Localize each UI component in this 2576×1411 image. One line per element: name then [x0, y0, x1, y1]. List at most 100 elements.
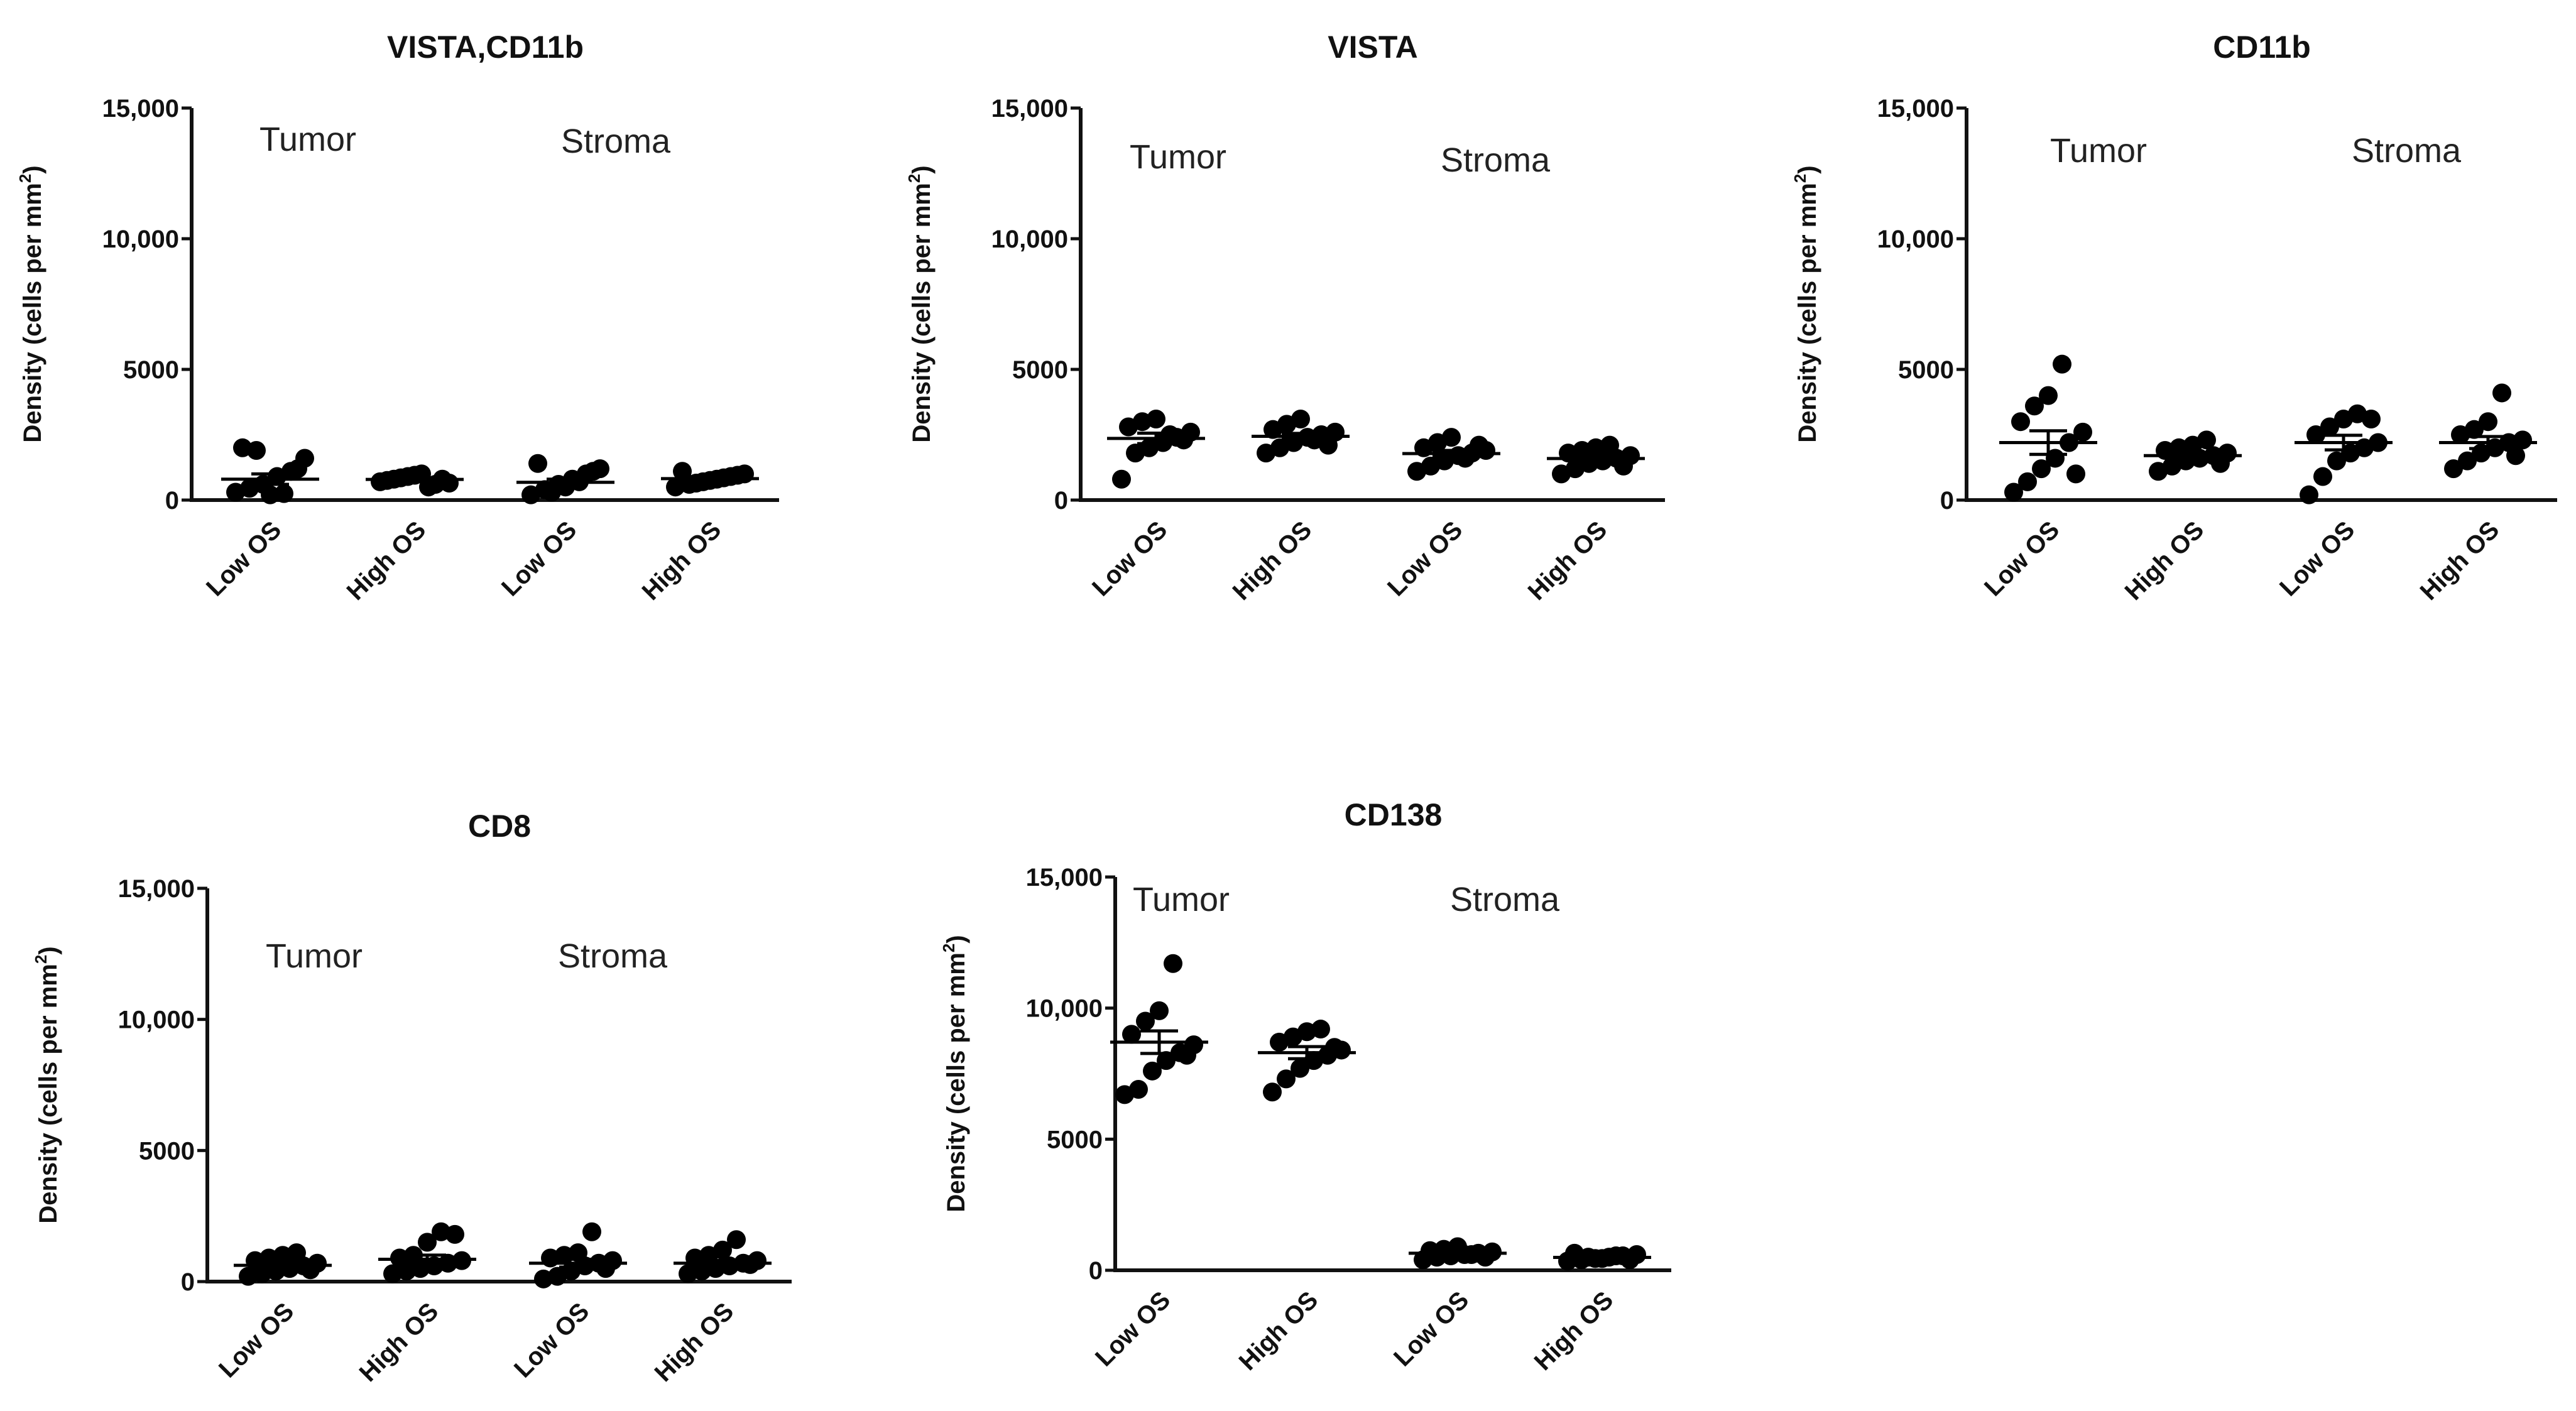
- data-point: [1291, 1059, 1309, 1078]
- y-axis-label-superscript: 2: [905, 174, 924, 183]
- group-2: [1409, 1237, 1507, 1270]
- y-axis-label: Density (cells per mm2): [1791, 165, 1821, 442]
- group-0: [221, 438, 319, 504]
- y-tick-label: 5000: [1047, 1126, 1103, 1153]
- y-axis-label: Density (cells per mm2): [939, 935, 970, 1212]
- group-0: [1110, 954, 1208, 1104]
- data-point: [1122, 1025, 1141, 1044]
- y-axis-label-text: Density (cells per mm: [1794, 183, 1821, 443]
- y-axis-label: Density (cells per mm2): [31, 946, 62, 1223]
- x-tick-label: Low OS: [1090, 1286, 1176, 1371]
- data-point: [728, 466, 747, 485]
- data-point: [2320, 417, 2339, 437]
- y-axis-label-close: ): [19, 165, 46, 173]
- data-point: [1147, 410, 1165, 429]
- group-3: [1553, 1243, 1651, 1271]
- y-tick-label: 10,000: [991, 226, 1068, 253]
- x-tick-label: High OS: [342, 516, 432, 606]
- y-tick-label: 10,000: [1877, 226, 1954, 253]
- chart-panel-cd11b: CD11b 0 5000 10,000 15,000 Density (cells per…: [1791, 30, 2557, 606]
- data-point: [261, 485, 280, 504]
- group-3: [1547, 435, 1645, 484]
- y-tick-label: 0: [1054, 487, 1068, 515]
- y-axis-label-close: ): [1794, 165, 1821, 173]
- data-point: [2073, 422, 2092, 442]
- y-axis-label-text: Density (cells per mm: [942, 952, 970, 1212]
- y-axis-label-close: ): [942, 935, 970, 943]
- group-1: [1258, 1020, 1356, 1102]
- data-point: [2306, 425, 2325, 444]
- data-point: [1311, 1020, 1330, 1039]
- data-point: [713, 1240, 732, 1260]
- data-point: [2479, 412, 2497, 432]
- group-3: [661, 462, 759, 497]
- group-2: [516, 454, 614, 504]
- y-axis-label-superscript: 2: [16, 174, 35, 183]
- group-1: [378, 1222, 476, 1283]
- x-tick-label: High OS: [2415, 516, 2505, 606]
- y-axis-label-close: ): [908, 165, 936, 173]
- data-point: [1136, 1011, 1155, 1031]
- y-axis-label-superscript: 2: [1791, 174, 1809, 183]
- group-3: [674, 1230, 772, 1283]
- x-tick-label: Low OS: [496, 516, 582, 601]
- data-point: [1470, 435, 1488, 455]
- y-tick-label: 10,000: [102, 226, 179, 253]
- data-point: [2011, 412, 2030, 432]
- data-point: [1319, 435, 1338, 455]
- y-tick-label: 0: [1089, 1257, 1103, 1285]
- chart-panel-cd8: CD8 0 5000 10,000 15,000 Density (cells per m…: [31, 809, 792, 1387]
- data-point: [2492, 383, 2511, 403]
- x-tick-label: Low OS: [1382, 516, 1468, 601]
- data-point: [1476, 1248, 1495, 1267]
- data-point: [673, 462, 692, 481]
- data-point: [584, 462, 603, 481]
- group-1: [2144, 430, 2242, 481]
- data-point: [1164, 954, 1182, 973]
- data-point: [445, 1224, 464, 1244]
- data-point: [2066, 464, 2085, 484]
- x-tick-label: High OS: [1234, 1286, 1324, 1376]
- data-point: [2362, 410, 2381, 429]
- x-tick-label: Low OS: [1979, 516, 2065, 601]
- data-point: [2465, 420, 2484, 439]
- data-point: [287, 1243, 306, 1263]
- data-point: [2506, 446, 2525, 466]
- data-point: [1277, 1069, 1296, 1089]
- y-tick-label: 10,000: [118, 1006, 195, 1034]
- data-point: [2197, 430, 2216, 450]
- group-0: [1999, 354, 2097, 502]
- y-axis-label-superscript: 2: [939, 944, 958, 952]
- group-0: [1107, 410, 1205, 489]
- group-3: [2439, 383, 2537, 479]
- chart-panel-vista: VISTA 0 5000 10,000 15,000 Density (cells per…: [905, 30, 1665, 606]
- y-tick-label: 15,000: [1877, 95, 1954, 123]
- y-tick-label: 0: [165, 487, 179, 515]
- data-point: [288, 459, 307, 479]
- x-tick-label: High OS: [650, 1297, 740, 1387]
- data-point: [2039, 386, 2058, 405]
- data-point: [1177, 1045, 1196, 1065]
- x-tick-label: Low OS: [1389, 1286, 1474, 1371]
- group-0: [234, 1243, 332, 1286]
- region-label-tumor: Tumor: [1133, 881, 1230, 918]
- y-tick-label: 5000: [123, 356, 179, 384]
- chart-panel-cd138: CD138 0 5000 10,000 15,000 Density (cells per…: [939, 797, 1671, 1376]
- data-point: [2032, 459, 2051, 479]
- region-label-tumor: Tumor: [1130, 138, 1226, 176]
- y-tick-label: 0: [1940, 487, 1954, 515]
- data-point: [1112, 469, 1131, 489]
- data-point: [528, 454, 547, 473]
- region-label-stroma: Stroma: [1450, 881, 1560, 918]
- x-tick-label: High OS: [2120, 516, 2210, 606]
- chart-title: CD8: [468, 809, 531, 844]
- data-point: [275, 484, 293, 503]
- y-tick-label: 15,000: [102, 95, 179, 123]
- region-label-stroma: Stroma: [1441, 141, 1551, 179]
- data-point: [2004, 482, 2023, 502]
- data-point: [1614, 456, 1633, 476]
- chart-title: VISTA: [1328, 30, 1418, 65]
- chart-title: CD11b: [2213, 30, 2311, 65]
- region-label-stroma: Stroma: [558, 937, 668, 975]
